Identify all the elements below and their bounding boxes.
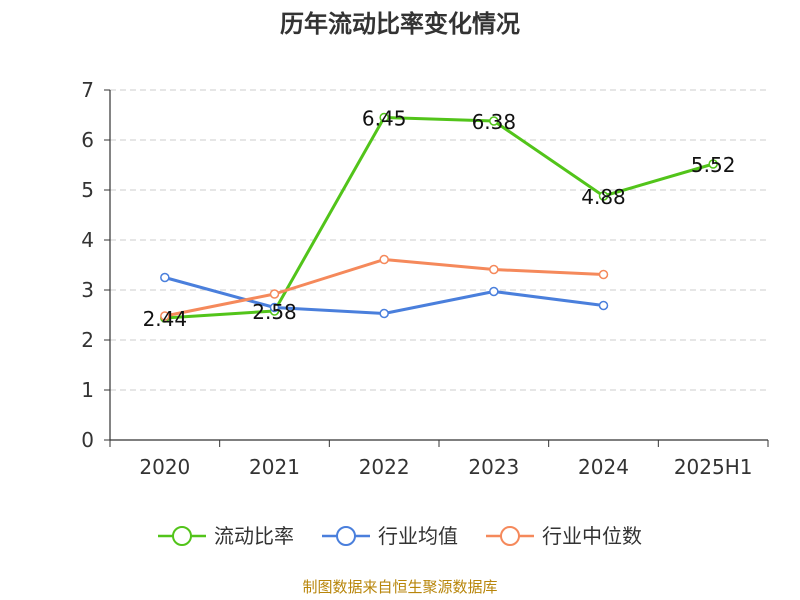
legend-item: 行业中位数 <box>486 524 642 548</box>
data-point <box>379 254 389 265</box>
y-tick-label: 4 <box>81 228 94 252</box>
data-label: 2.58 <box>252 300 297 324</box>
y-tick-label: 6 <box>81 128 94 152</box>
y-tick-label: 7 <box>81 78 94 102</box>
data-point <box>489 264 499 275</box>
source-note: 制图数据来自恒生聚源数据库 <box>302 578 497 596</box>
y-tick-label: 1 <box>81 378 94 402</box>
legend-item: 行业均值 <box>322 524 458 548</box>
legend-label: 行业均值 <box>378 524 458 548</box>
legend-label: 流动比率 <box>214 524 294 548</box>
data-label: 5.52 <box>691 153 736 177</box>
data-point <box>598 191 609 201</box>
data-point <box>598 300 609 311</box>
y-tick-label: 3 <box>81 278 94 302</box>
x-tick-label: 2022 <box>359 455 410 479</box>
legend-swatch-marker <box>172 526 192 546</box>
x-tick-label: 2023 <box>468 455 519 479</box>
x-tick-label: 2024 <box>578 455 629 479</box>
chart-title: 历年流动比率变化情况 <box>280 10 520 38</box>
data-point <box>269 289 280 299</box>
data-point <box>708 159 718 169</box>
legend: 流动比率 行业均值 行业中位数 <box>158 524 642 548</box>
legend-swatch-marker <box>500 526 520 546</box>
y-tick-label: 2 <box>81 328 94 352</box>
data-label: 6.38 <box>472 110 517 134</box>
x-tick-label: 2020 <box>139 455 190 479</box>
series-group <box>160 112 718 323</box>
grid <box>110 89 768 391</box>
data-labels: 2.44 2.58 6.45 6.38 4.88 5.52 <box>143 107 736 332</box>
data-point <box>160 311 170 321</box>
series-line <box>163 276 605 315</box>
data-point <box>489 116 499 126</box>
y-tick-label: 0 <box>81 428 94 452</box>
y-tick-label: 5 <box>81 178 94 202</box>
data-point <box>269 302 280 313</box>
data-label: 6.45 <box>362 107 407 131</box>
data-label: 4.88 <box>581 185 626 209</box>
legend-item: 流动比率 <box>158 524 294 548</box>
data-point <box>598 269 609 280</box>
legend-label: 行业中位数 <box>542 524 642 548</box>
axes: 0 1 2 3 4 5 6 7 2020 2021 2022 2023 2024 2025H1 <box>81 78 769 479</box>
data-label: 2.44 <box>143 307 188 331</box>
data-point <box>489 286 499 297</box>
data-point <box>379 308 389 319</box>
series-line <box>163 258 605 318</box>
data-point <box>379 112 389 123</box>
series-line <box>163 116 715 320</box>
legend-swatch-marker <box>336 526 356 546</box>
data-point <box>160 272 170 283</box>
x-tick-label: 2025H1 <box>674 455 753 479</box>
x-tick-label: 2021 <box>249 455 300 479</box>
